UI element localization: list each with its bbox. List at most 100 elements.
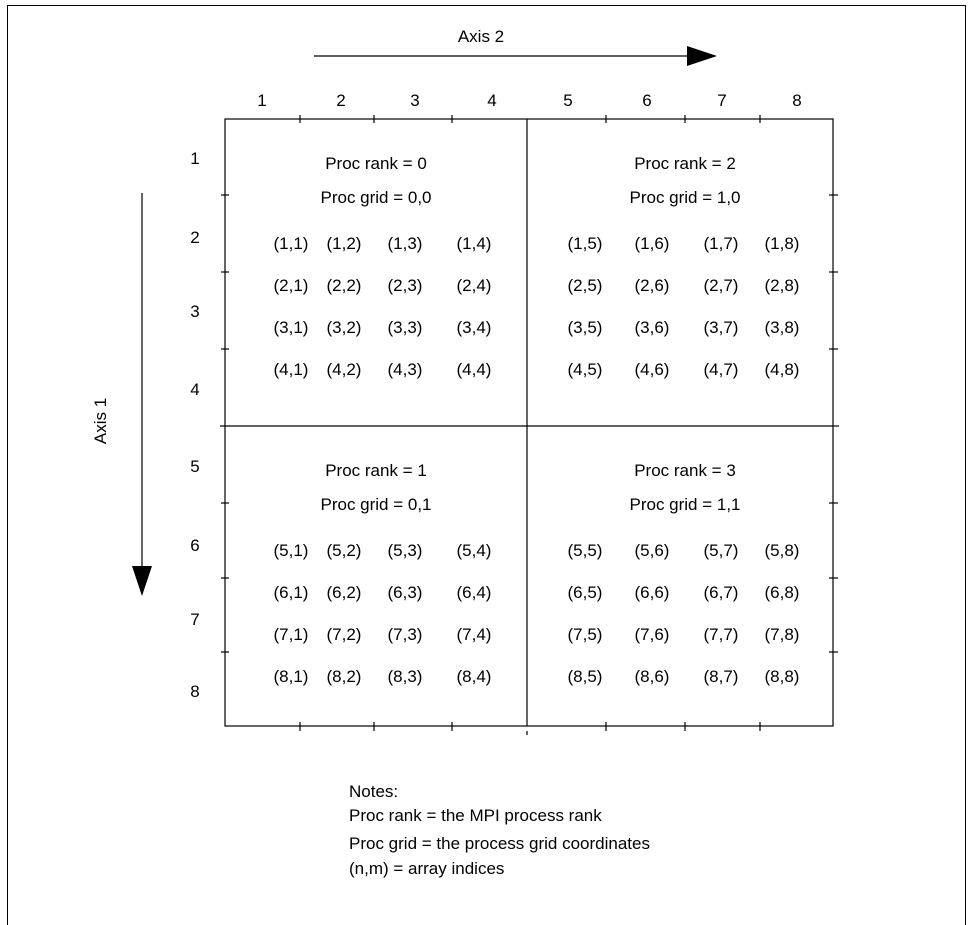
array-index-cell: (6,5) bbox=[568, 583, 603, 602]
column-label: 2 bbox=[336, 91, 345, 110]
array-index-cell: (3,2) bbox=[327, 318, 362, 337]
array-index-cell: (4,6) bbox=[635, 360, 670, 379]
array-index-cell: (6,3) bbox=[388, 583, 423, 602]
column-label: 1 bbox=[257, 91, 266, 110]
array-index-cell: (2,5) bbox=[568, 276, 603, 295]
array-index-cell: (2,8) bbox=[765, 276, 800, 295]
note-line-1: Proc rank = the MPI process rank bbox=[349, 806, 602, 825]
row-label: 8 bbox=[190, 682, 199, 701]
array-index-cell: (6,1) bbox=[274, 583, 309, 602]
array-index-cell: (1,7) bbox=[704, 234, 739, 253]
array-index-cell: (5,5) bbox=[568, 541, 603, 560]
array-index-cell: (5,8) bbox=[765, 541, 800, 560]
array-index-cell: (3,7) bbox=[704, 318, 739, 337]
row-label: 4 bbox=[190, 380, 199, 399]
array-index-cell: (2,1) bbox=[274, 276, 309, 295]
array-index-cell: (4,3) bbox=[388, 360, 423, 379]
column-label: 5 bbox=[563, 91, 572, 110]
array-index-cell: (6,4) bbox=[457, 583, 492, 602]
array-index-cell: (1,3) bbox=[388, 234, 423, 253]
row-label: 2 bbox=[190, 228, 199, 247]
array-index-cell: (4,7) bbox=[704, 360, 739, 379]
array-index-cell: (3,6) bbox=[635, 318, 670, 337]
row-label: 6 bbox=[190, 536, 199, 555]
tick-marks bbox=[220, 115, 839, 735]
figure-frame bbox=[7, 5, 966, 925]
array-index-cell: (4,1) bbox=[274, 360, 309, 379]
array-index-cell: (5,4) bbox=[457, 541, 492, 560]
array-index-cell: (8,1) bbox=[274, 667, 309, 686]
array-index-cell: (5,6) bbox=[635, 541, 670, 560]
array-index-cell: (2,3) bbox=[388, 276, 423, 295]
array-index-cells: (1,1) (1,2) (1,3) (1,4) (1,5) (1,6) (1,7) (1,8)… bbox=[274, 234, 800, 686]
array-index-cell: (8,5) bbox=[568, 667, 603, 686]
array-index-cell: (2,6) bbox=[635, 276, 670, 295]
array-index-cell: (7,4) bbox=[457, 625, 492, 644]
axis2-label: Axis 2 bbox=[458, 27, 504, 46]
row-label: 3 bbox=[190, 302, 199, 321]
array-index-cell: (2,7) bbox=[704, 276, 739, 295]
array-index-cell: (7,3) bbox=[388, 625, 423, 644]
array-index-cell: (1,6) bbox=[635, 234, 670, 253]
array-index-cell: (4,2) bbox=[327, 360, 362, 379]
array-index-cell: (1,2) bbox=[327, 234, 362, 253]
array-index-cell: (3,8) bbox=[765, 318, 800, 337]
proc-rank-label: Proc rank = 3 bbox=[634, 461, 736, 480]
array-index-cell: (8,4) bbox=[457, 667, 492, 686]
column-label: 4 bbox=[487, 91, 496, 110]
notes-heading: Notes: bbox=[349, 782, 399, 801]
array-index-cell: (1,8) bbox=[765, 234, 800, 253]
array-index-cell: (6,2) bbox=[327, 583, 362, 602]
array-index-cell: (1,5) bbox=[568, 234, 603, 253]
row-label: 7 bbox=[190, 610, 199, 629]
row-labels: 1 2 3 4 5 6 7 8 bbox=[190, 149, 199, 701]
column-label: 8 bbox=[792, 91, 801, 110]
column-label: 7 bbox=[717, 91, 726, 110]
array-index-cell: (7,5) bbox=[568, 625, 603, 644]
array-index-cell: (5,7) bbox=[704, 541, 739, 560]
array-index-cell: (8,8) bbox=[765, 667, 800, 686]
proc-rank-label: Proc rank = 0 bbox=[325, 154, 427, 173]
array-index-cell: (5,3) bbox=[388, 541, 423, 560]
array-box bbox=[224, 118, 834, 727]
note-line-3: (n,m) = array indices bbox=[349, 859, 505, 878]
array-index-cell: (4,8) bbox=[765, 360, 800, 379]
array-index-cell: (4,4) bbox=[457, 360, 492, 379]
column-label: 3 bbox=[410, 91, 419, 110]
array-index-cell: (3,5) bbox=[568, 318, 603, 337]
process-block-labels: Proc rank = 0 Proc grid = 0,0 Proc rank = … bbox=[320, 154, 740, 514]
array-index-cell: (2,2) bbox=[327, 276, 362, 295]
array-index-cell: (6,7) bbox=[704, 583, 739, 602]
array-index-cell: (7,7) bbox=[704, 625, 739, 644]
array-index-cell: (8,6) bbox=[635, 667, 670, 686]
array-index-cell: (5,2) bbox=[327, 541, 362, 560]
note-line-2: Proc grid = the process grid coordinates bbox=[349, 834, 650, 853]
array-index-cell: (4,5) bbox=[568, 360, 603, 379]
array-index-cell: (1,4) bbox=[457, 234, 492, 253]
array-index-cell: (3,4) bbox=[457, 318, 492, 337]
column-labels: 1 2 3 4 5 6 7 8 bbox=[257, 91, 801, 110]
array-index-cell: (8,3) bbox=[388, 667, 423, 686]
array-index-cell: (7,6) bbox=[635, 625, 670, 644]
array-index-cell: (1,1) bbox=[274, 234, 309, 253]
array-index-cell: (7,1) bbox=[274, 625, 309, 644]
array-index-cell: (8,2) bbox=[327, 667, 362, 686]
array-index-cell: (7,8) bbox=[765, 625, 800, 644]
proc-grid-label: Proc grid = 0,0 bbox=[320, 188, 431, 207]
proc-grid-label: Proc grid = 1,1 bbox=[629, 495, 740, 514]
axis1-label: Axis 1 bbox=[91, 398, 110, 444]
proc-rank-label: Proc rank = 1 bbox=[325, 461, 427, 480]
proc-grid-label: Proc grid = 1,0 bbox=[629, 188, 740, 207]
array-index-cell: (6,8) bbox=[765, 583, 800, 602]
row-label: 5 bbox=[190, 457, 199, 476]
proc-grid-label: Proc grid = 0,1 bbox=[320, 495, 431, 514]
proc-rank-label: Proc rank = 2 bbox=[634, 154, 736, 173]
column-label: 6 bbox=[642, 91, 651, 110]
array-index-cell: (8,7) bbox=[704, 667, 739, 686]
array-index-cell: (7,2) bbox=[327, 625, 362, 644]
array-index-cell: (5,1) bbox=[274, 541, 309, 560]
array-index-cell: (3,1) bbox=[274, 318, 309, 337]
row-label: 1 bbox=[190, 149, 199, 168]
array-index-cell: (6,6) bbox=[635, 583, 670, 602]
